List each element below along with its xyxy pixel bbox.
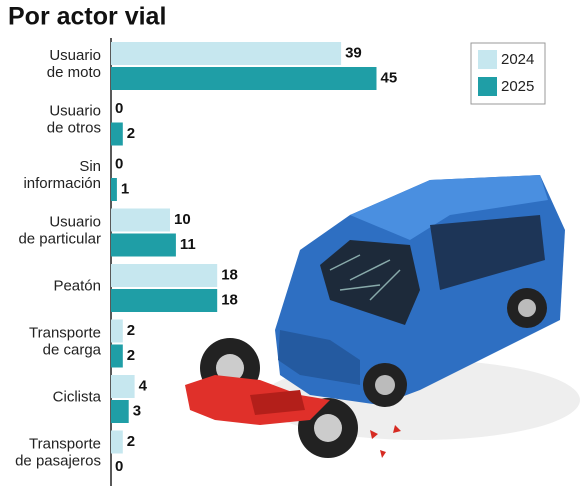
bar (111, 233, 176, 257)
value-label: 10 (174, 211, 191, 228)
bar (111, 208, 170, 232)
category-label: Ciclista (53, 388, 102, 405)
bar (111, 375, 135, 398)
legend-label: 2024 (501, 51, 534, 68)
legend-label: 2025 (501, 78, 534, 95)
bar (111, 264, 218, 287)
bar (111, 42, 342, 65)
category-label: Sin información (23, 158, 101, 192)
bar (111, 178, 117, 201)
bar (111, 344, 123, 368)
category-label: Usuario de moto (47, 47, 101, 81)
value-label: 2 (127, 125, 135, 142)
value-label: 18 (221, 266, 238, 283)
category-label: Usuario de particular (18, 213, 101, 247)
category-label: Usuario de otros (47, 102, 101, 136)
value-label: 0 (115, 155, 123, 172)
value-label: 0 (115, 458, 123, 475)
illustration (185, 175, 580, 458)
value-label: 2 (127, 322, 135, 339)
value-label: 3 (133, 402, 141, 419)
legend-swatch (478, 50, 497, 69)
bar (111, 122, 123, 146)
value-label: 2 (127, 433, 135, 450)
chart-title: Por actor vial (8, 3, 166, 31)
legend-swatch (478, 77, 497, 96)
value-label: 39 (345, 44, 362, 61)
value-label: 0 (115, 100, 123, 117)
bar (111, 289, 218, 312)
bar (111, 319, 123, 343)
bar (111, 400, 129, 423)
value-label: 4 (139, 377, 148, 394)
value-label: 11 (180, 236, 196, 253)
value-label: 2 (127, 347, 135, 364)
bar (111, 67, 377, 90)
bar (111, 430, 123, 454)
value-label: 18 (221, 291, 238, 308)
value-label: 45 (381, 69, 398, 86)
category-label: Peatón (53, 277, 101, 294)
category-label: Transporte de carga (29, 324, 102, 358)
value-label: 1 (121, 180, 129, 197)
category-label: Transporte de pasajeros (15, 435, 101, 469)
